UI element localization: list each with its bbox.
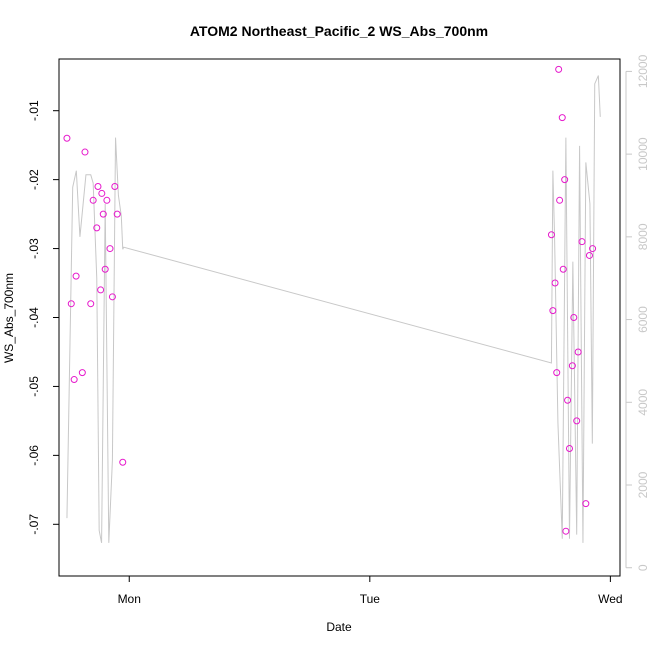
data-point (578, 238, 586, 246)
x-tick-label: Wed (598, 592, 622, 606)
data-point (568, 362, 576, 370)
y2-tick-label: 10000 (636, 137, 650, 171)
chart-title: ATOM2 Northeast_Pacific_2 WS_Abs_700nm (190, 23, 488, 39)
y2-tick-label: 0 (636, 564, 650, 571)
y2-tick-label: 12000 (636, 54, 650, 88)
x-tick-label: Mon (118, 592, 141, 606)
data-point (549, 307, 557, 315)
data-point (547, 231, 555, 239)
data-point (119, 458, 127, 466)
data-point (553, 369, 561, 377)
axes: Mon Tue Wed -.07 -.06 -.05 -.04 -.03 -.02 -.01 0 20… (27, 54, 650, 606)
data-point (551, 279, 559, 287)
data-point (98, 189, 106, 197)
data-point (106, 245, 114, 253)
data-point (573, 417, 581, 425)
x-tick-label: Tue (360, 592, 381, 606)
data-point (589, 245, 597, 253)
y-tick-label: -.06 (27, 445, 41, 466)
data-point (559, 265, 567, 273)
data-point (570, 314, 578, 321)
data-point (558, 114, 566, 122)
data-point (103, 196, 111, 204)
data-point (555, 65, 563, 73)
data-point (97, 286, 105, 294)
data-point (565, 444, 573, 452)
y2-tick-label: 6000 (636, 306, 650, 333)
data-point (94, 183, 102, 191)
y2-tick-label: 8000 (636, 223, 650, 250)
data-point (99, 210, 107, 218)
line-series (66, 75, 601, 544)
data-point (564, 396, 572, 404)
y2-tick-label: 4000 (636, 389, 650, 416)
y-tick-label: -.03 (27, 238, 41, 259)
data-point (556, 196, 564, 204)
data-point (70, 376, 78, 384)
data-point (585, 251, 593, 259)
x-axis-label: Date (326, 620, 352, 634)
data-point (72, 272, 80, 280)
y-tick-label: -.07 (27, 514, 41, 535)
line-trace (66, 75, 601, 544)
data-point (582, 500, 590, 508)
data-point (574, 348, 582, 356)
data-point (93, 224, 101, 232)
data-point (81, 148, 89, 156)
data-point (108, 293, 116, 301)
data-point (561, 176, 569, 184)
data-point (87, 300, 95, 308)
plot-frame (58, 58, 621, 577)
y-tick-label: -.02 (27, 169, 41, 190)
data-point (562, 527, 570, 535)
data-point (113, 210, 121, 218)
point-series (63, 65, 597, 535)
data-point (67, 300, 75, 308)
data-point (63, 134, 71, 142)
data-point (78, 369, 86, 377)
y2-tick-label: 2000 (636, 471, 650, 498)
y-tick-label: -.05 (27, 376, 41, 397)
data-point (101, 265, 109, 273)
data-point (89, 196, 97, 204)
y-tick-label: -.04 (27, 307, 41, 328)
data-point (111, 183, 119, 191)
y-axis-label: WS_Abs_700nm (2, 273, 16, 363)
y-tick-label: -.01 (27, 100, 41, 121)
